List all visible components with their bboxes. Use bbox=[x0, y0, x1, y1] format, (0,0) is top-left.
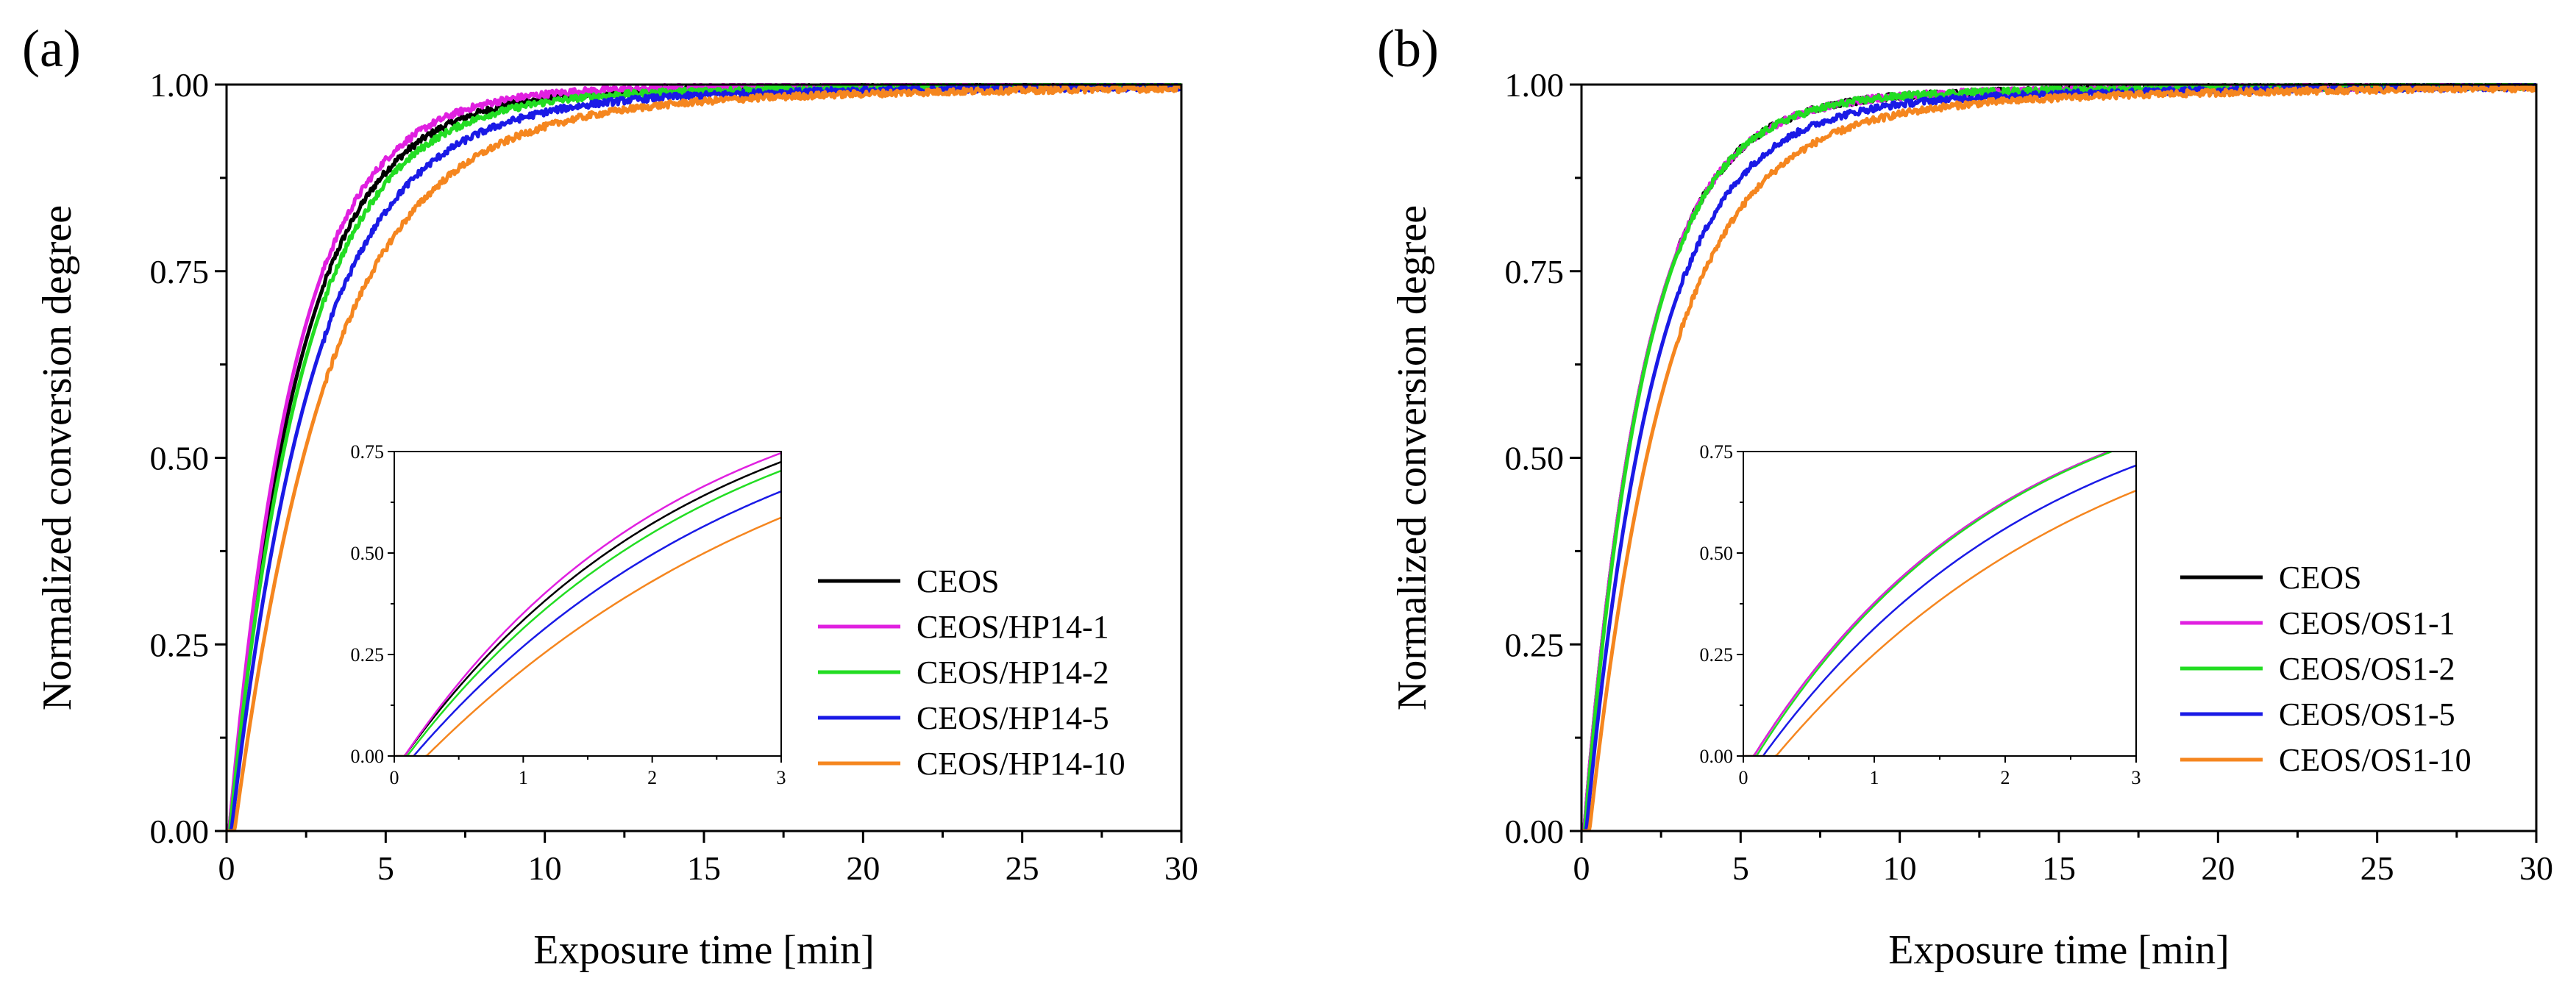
x-tick-label: 30 bbox=[2519, 849, 2553, 887]
legend: CEOS CEOS/HP14-1 CEOS/HP14-2 CEOS/HP14-5 CEO… bbox=[818, 563, 1125, 782]
inset-x-tick-label: 1 bbox=[1870, 767, 1879, 788]
y-tick-label: 0.50 bbox=[1505, 440, 1565, 477]
y-tick-label: 0.00 bbox=[1505, 813, 1565, 850]
x-tick-label: 15 bbox=[687, 849, 721, 887]
inset-line-ceos-os1-10 bbox=[1743, 489, 2136, 756]
inset-y-tick-label: 0.50 bbox=[1700, 543, 1734, 564]
inset-line-ceos-os1-5 bbox=[1743, 464, 2136, 756]
inset-background bbox=[394, 452, 781, 756]
y-tick-label: 1.00 bbox=[150, 66, 210, 104]
legend-label: CEOS/OS1-1 bbox=[2279, 605, 2455, 641]
chart-panel-a: (a)0 5 10 15 20 25 300.000.250.500.751.00Expos… bbox=[22, 19, 1198, 973]
inset-x-tick-label: 3 bbox=[777, 767, 786, 788]
legend-label: CEOS/HP14-1 bbox=[917, 609, 1109, 645]
x-tick-label: 0 bbox=[1573, 849, 1590, 887]
y-axis-title: Normalized conversion degree bbox=[35, 205, 80, 710]
legend-label: CEOS bbox=[2279, 560, 2361, 596]
panel-label: (a) bbox=[22, 19, 81, 78]
y-tick-label: 0.25 bbox=[150, 626, 210, 663]
legend-label: CEOS/HP14-2 bbox=[917, 655, 1109, 691]
x-tick-label: 30 bbox=[1164, 849, 1198, 887]
inset-x-tick-label: 0 bbox=[1739, 767, 1748, 788]
inset-y-tick-label: 0.50 bbox=[351, 543, 385, 564]
x-tick-label: 20 bbox=[846, 849, 880, 887]
y-tick-label: 0.75 bbox=[150, 253, 210, 290]
y-tick-label: 0.00 bbox=[150, 813, 210, 850]
legend-label: CEOS/OS1-2 bbox=[2279, 651, 2455, 687]
x-tick-label: 15 bbox=[2042, 849, 2076, 887]
inset-y-tick-label: 0.75 bbox=[351, 441, 385, 463]
inset-x-tick-label: 2 bbox=[647, 767, 657, 788]
inset-y-tick-label: 0.00 bbox=[351, 746, 385, 767]
inset-y-tick-label: 0.25 bbox=[351, 644, 385, 666]
inset-x-tick-label: 3 bbox=[2132, 767, 2141, 788]
y-tick-label: 0.75 bbox=[1505, 253, 1565, 290]
legend: CEOS CEOS/OS1-1 CEOS/OS1-2 CEOS/OS1-5 CEOS/O… bbox=[2180, 560, 2472, 778]
x-tick-label: 20 bbox=[2201, 849, 2235, 887]
x-axis-title: Exposure time [min] bbox=[533, 927, 874, 973]
chart-panel-b: (b)0 5 10 15 20 25 300.000.250.500.751.00Expos… bbox=[1377, 19, 2553, 973]
inset-series-lines bbox=[1743, 452, 2136, 756]
inset-line-ceos-os1-2 bbox=[1743, 452, 2115, 756]
x-tick-label: 10 bbox=[528, 849, 562, 887]
x-tick-label: 5 bbox=[1732, 849, 1749, 887]
inset-chart: 0 1 2 3 0.00 0.25 0.50 0.75 bbox=[1700, 441, 2141, 788]
y-axis-title: Normalized conversion degree bbox=[1390, 205, 1435, 710]
inset-y-tick-label: 0.75 bbox=[1700, 441, 1734, 463]
legend-label: CEOS/OS1-5 bbox=[2279, 696, 2455, 732]
x-tick-label: 25 bbox=[1006, 849, 1039, 887]
inset-line-ceos-hp14-10 bbox=[394, 516, 781, 756]
series-line-ceos-os1-10 bbox=[1581, 83, 2536, 831]
x-tick-label: 5 bbox=[377, 849, 394, 887]
inset-series-lines bbox=[394, 452, 781, 756]
x-tick-label: 25 bbox=[2360, 849, 2394, 887]
inset-x-tick-label: 2 bbox=[2001, 767, 2010, 788]
inset-line-ceos bbox=[394, 460, 781, 756]
series-line-ceos-hp14-10 bbox=[227, 83, 1181, 831]
inset-y-tick-label: 0.00 bbox=[1700, 746, 1734, 767]
inset-chart: 0 1 2 3 0.00 0.25 0.50 0.75 bbox=[351, 441, 786, 788]
y-tick-label: 0.25 bbox=[1505, 626, 1565, 663]
y-tick-label: 0.50 bbox=[150, 440, 210, 477]
x-axis-title: Exposure time [min] bbox=[1888, 927, 2229, 973]
inset-line-ceos-os1-1 bbox=[1743, 452, 2112, 756]
inset-y-tick-label: 0.25 bbox=[1700, 644, 1734, 666]
legend-label: CEOS/HP14-5 bbox=[917, 700, 1109, 736]
panel-label: (b) bbox=[1377, 19, 1439, 78]
inset-background bbox=[1743, 452, 2136, 756]
legend-label: CEOS/HP14-10 bbox=[917, 746, 1125, 782]
inset-x-tick-label: 0 bbox=[390, 767, 399, 788]
inset-line-ceos-hp14-2 bbox=[394, 469, 781, 756]
y-tick-label: 1.00 bbox=[1505, 66, 1565, 104]
legend-label: CEOS/OS1-10 bbox=[2279, 742, 2472, 778]
inset-x-tick-label: 1 bbox=[519, 767, 528, 788]
inset-line-ceos-hp14-5 bbox=[394, 491, 781, 756]
inset-line-ceos-hp14-1 bbox=[394, 452, 781, 756]
x-tick-label: 10 bbox=[1883, 849, 1917, 887]
x-tick-label: 0 bbox=[218, 849, 235, 887]
legend-label: CEOS bbox=[917, 563, 999, 599]
